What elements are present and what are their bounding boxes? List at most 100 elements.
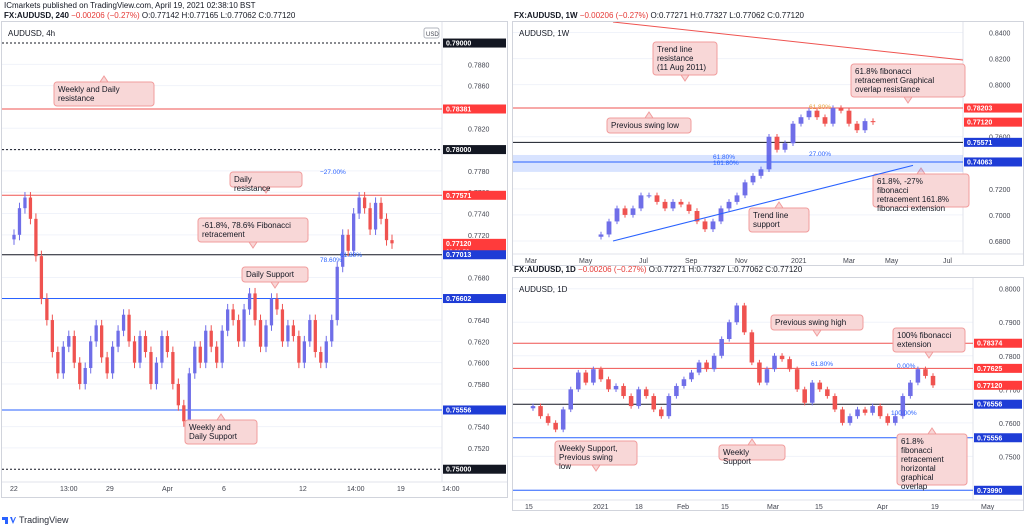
w1-price-badge bbox=[964, 117, 1022, 127]
h4-chart[interactable]: 0.7520 0.7540 0.7580 0.7600 0.7620 0.7640 0.76… bbox=[2, 22, 507, 497]
w1-candle-body bbox=[830, 108, 836, 124]
h4-price-badge-label: 0.78000 bbox=[446, 147, 471, 154]
h4-candle-body bbox=[352, 213, 356, 251]
h4-y-tick-label: 0.7540 bbox=[468, 425, 490, 432]
h4-candle-body bbox=[346, 234, 350, 251]
d1-y-tick-label: 0.7800 bbox=[999, 354, 1021, 361]
d1-candle-body bbox=[764, 369, 770, 383]
w1-candle-body bbox=[606, 221, 612, 235]
h4-candle-body bbox=[78, 362, 82, 384]
w1-fib-label: 161.80% bbox=[713, 160, 739, 167]
d1-candle-body bbox=[794, 369, 800, 390]
d1-fib-label: 100.00% bbox=[891, 410, 917, 417]
w1-candle-body bbox=[806, 110, 812, 118]
w1-y-tick-label: 0.8200 bbox=[989, 57, 1011, 64]
h4-price-badge bbox=[443, 38, 506, 48]
w1-x-tick-label: Sep bbox=[685, 258, 698, 265]
d1-candle-body bbox=[893, 416, 898, 423]
w1-price-badge bbox=[964, 157, 1022, 167]
w1-chart[interactable]: 0.68000.70000.72000.76000.80000.82000.84… bbox=[513, 22, 1023, 265]
d1-symbol: FX:AUDUSD, 1D bbox=[514, 265, 576, 274]
d1-x-tick-label: 15 bbox=[525, 504, 533, 510]
h4-fib-label: 61.80% bbox=[340, 252, 362, 259]
h4-candle-body bbox=[149, 352, 153, 384]
h4-change: −0.00206 (−0.27%) bbox=[71, 11, 140, 20]
w1-candle-body bbox=[598, 234, 604, 237]
h4-candle-body bbox=[362, 197, 367, 209]
d1-x-tick-label: 15 bbox=[815, 504, 823, 510]
w1-candle-body bbox=[798, 117, 804, 124]
d1-candle-body bbox=[553, 422, 558, 430]
h4-symbol: FX:AUDUSD, 240 bbox=[4, 11, 69, 20]
h4-candle-body bbox=[308, 320, 312, 342]
d1-price-badge-label: 0.76556 bbox=[977, 402, 1002, 409]
h4-candle-body bbox=[23, 197, 27, 209]
h4-candle-body bbox=[280, 309, 285, 342]
w1-x-tick-label: May bbox=[885, 258, 899, 265]
w1-candle-body bbox=[750, 175, 756, 183]
d1-candle-body bbox=[772, 355, 777, 370]
h4-candle-body bbox=[313, 320, 317, 353]
d1-candle-body bbox=[742, 305, 747, 333]
d1-candle-body bbox=[862, 409, 868, 413]
w1-x-tick-label: 2021 bbox=[791, 258, 807, 265]
h4-candle-body bbox=[302, 341, 306, 363]
h4-price-badge bbox=[443, 464, 506, 474]
h4-candle-body bbox=[247, 293, 252, 310]
d1-callout-pointer bbox=[812, 329, 822, 337]
w1-candle-body bbox=[846, 110, 852, 124]
h4-x-tick-label: Apr bbox=[162, 486, 174, 493]
h4-price-badge bbox=[443, 250, 506, 260]
d1-candle-body bbox=[613, 385, 619, 390]
d1-y-tick-label: 0.8000 bbox=[999, 287, 1021, 294]
d1-candle-body bbox=[568, 389, 573, 410]
h4-candle-body bbox=[165, 336, 170, 353]
w1-symbol-line: FX:AUDUSD, 1W −0.00206 (−0.27%) O:0.7727… bbox=[514, 11, 804, 20]
w1-x-tick-label: Jul bbox=[639, 258, 648, 265]
d1-price-badge bbox=[974, 433, 1022, 443]
d1-chart[interactable]: 0.74000.75000.76000.77000.78000.79000.80… bbox=[513, 278, 1023, 510]
d1-candle-body bbox=[538, 406, 543, 417]
d1-price-badge-label: 0.77120 bbox=[977, 383, 1002, 390]
d1-candle-body bbox=[930, 375, 936, 386]
d1-price-badge-label: 0.73990 bbox=[977, 488, 1002, 495]
w1-y-tick-label: 0.6800 bbox=[989, 239, 1011, 246]
d1-price-badge bbox=[974, 380, 1022, 390]
tradingview-footer[interactable]: TradingView bbox=[2, 515, 69, 525]
w1-change: −0.00206 (−0.27%) bbox=[579, 11, 649, 20]
h4-chart-panel[interactable]: 0.7520 0.7540 0.7580 0.7600 0.7620 0.7640 0.76… bbox=[1, 21, 508, 498]
h4-candle-body bbox=[61, 346, 65, 374]
d1-fib-label: 0.00% bbox=[897, 363, 916, 370]
h4-price-badge bbox=[443, 145, 506, 155]
w1-candle-body bbox=[726, 201, 732, 209]
h4-candle-body bbox=[226, 309, 230, 331]
h4-candle-body bbox=[324, 341, 328, 363]
h4-candle-body bbox=[379, 202, 383, 219]
h4-price-badge-label: 0.77013 bbox=[446, 252, 471, 259]
d1-candle-body bbox=[643, 389, 649, 397]
d1-price-badge-label: 0.77625 bbox=[977, 366, 1002, 373]
h4-candle-body bbox=[297, 336, 301, 363]
h4-candle-body bbox=[160, 336, 164, 363]
d1-candle-body bbox=[598, 369, 604, 380]
d1-chart-panel[interactable]: 0.74000.75000.76000.77000.78000.79000.80… bbox=[512, 277, 1024, 511]
d1-candle-body bbox=[749, 332, 755, 363]
h4-candle-body bbox=[67, 336, 71, 347]
w1-y-tick-label: 0.7000 bbox=[989, 213, 1011, 220]
d1-candle-body bbox=[855, 409, 860, 417]
d1-candle-body bbox=[545, 416, 551, 423]
d1-y-tick-label: 0.7600 bbox=[999, 421, 1021, 428]
w1-fib-label: 61.80% bbox=[809, 104, 831, 111]
h4-candle-body bbox=[220, 330, 224, 363]
w1-candle-body bbox=[718, 208, 724, 222]
h4-candle-body bbox=[209, 330, 213, 347]
d1-candle-body bbox=[606, 379, 611, 390]
w1-callout-text: Previous swing low bbox=[611, 121, 679, 130]
h4-price-badge-label: 0.77571 bbox=[446, 193, 471, 200]
h4-callout-pointer bbox=[99, 75, 109, 83]
w1-chart-panel[interactable]: 0.68000.70000.72000.76000.80000.82000.84… bbox=[512, 21, 1024, 266]
w1-trend-line-resistance bbox=[612, 22, 964, 61]
d1-y-tick-label: 0.7500 bbox=[999, 454, 1021, 461]
w1-candle-body bbox=[710, 221, 716, 230]
w1-x-tick-label: Jul bbox=[943, 258, 952, 265]
